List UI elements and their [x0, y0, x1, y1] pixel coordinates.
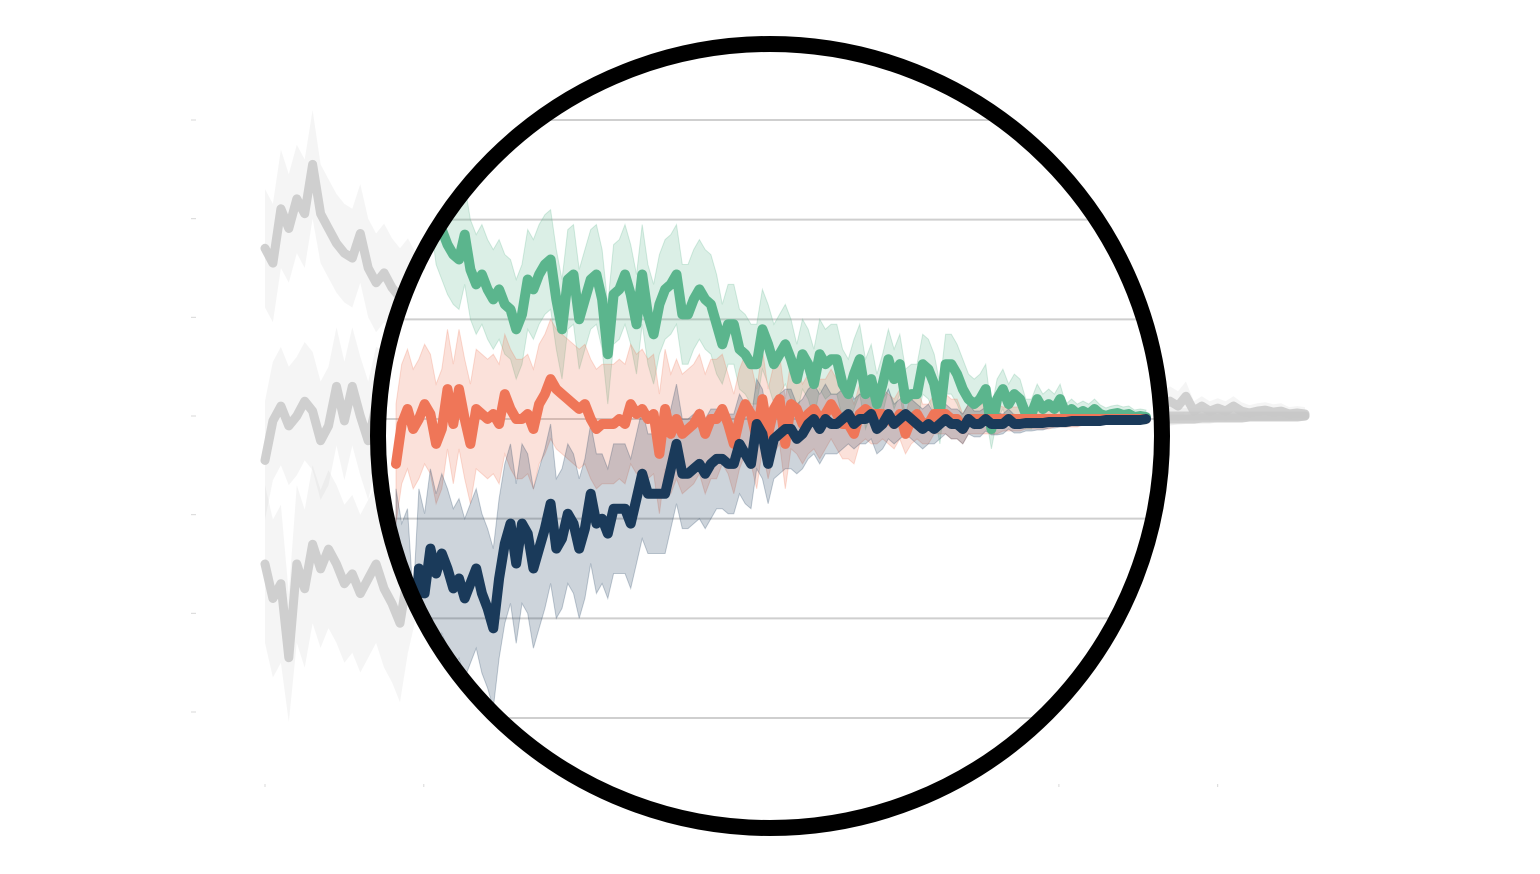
- lens-magnified-layer: [380, 109, 1160, 729]
- series-line-2: [391, 409, 1151, 669]
- series-line-0: [391, 159, 1151, 434]
- lens-ring: [370, 36, 1170, 836]
